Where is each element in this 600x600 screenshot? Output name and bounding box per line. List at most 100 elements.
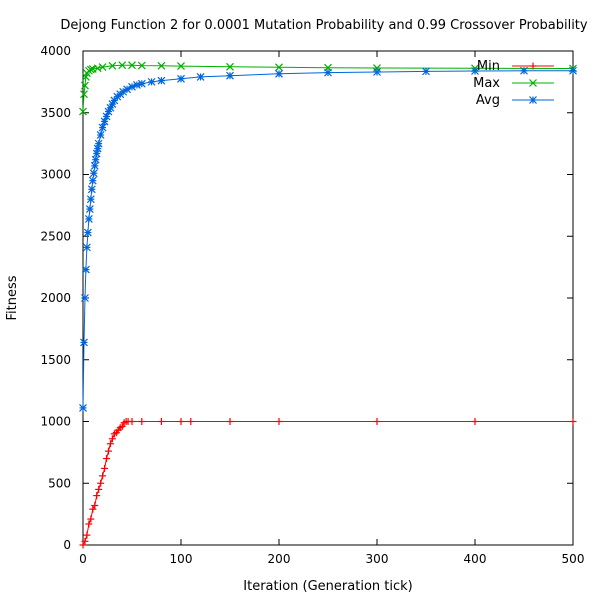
y-tick-label: 1000 — [40, 415, 71, 429]
data-point-avg — [275, 69, 283, 78]
data-point-avg — [196, 73, 205, 81]
data-point-avg — [93, 144, 102, 153]
x-tick-label: 0 — [79, 552, 87, 566]
data-point-max — [157, 61, 166, 70]
data-point-max — [98, 63, 107, 71]
series-line-min — [82, 421, 573, 546]
data-point-avg — [569, 66, 577, 75]
x-tick-label: 300 — [366, 552, 389, 566]
data-point-max — [275, 63, 283, 72]
data-point-min — [89, 505, 97, 513]
data-point-max — [86, 65, 95, 74]
data-point-avg — [137, 79, 146, 88]
y-axis-ticks: 0 500 1000 1500 2000 2500 3000 3500 4000 — [40, 44, 573, 552]
data-point-min — [226, 418, 234, 425]
data-point-min — [569, 418, 577, 425]
data-point-max — [226, 62, 234, 71]
data-point-avg — [92, 149, 101, 158]
legend-marker-min — [529, 62, 537, 70]
data-point-max — [118, 61, 127, 70]
data-point-max — [128, 61, 136, 70]
x-tick-label: 500 — [562, 552, 585, 566]
data-point-min — [187, 418, 195, 425]
data-point-min — [97, 479, 105, 487]
x-axis-ticks: 0 100 200 300 400 500 — [79, 51, 584, 566]
data-point-min — [103, 455, 111, 463]
data-point-avg — [177, 74, 185, 83]
y-tick-label: 3000 — [40, 168, 71, 182]
data-point-avg — [80, 338, 88, 347]
legend-label-avg: Avg — [476, 93, 500, 108]
data-point-max — [81, 81, 89, 90]
data-point-min — [81, 537, 89, 545]
data-point-avg — [226, 71, 234, 80]
data-point-avg — [85, 205, 94, 214]
data-point-min — [95, 485, 103, 493]
y-tick-label: 4000 — [40, 44, 71, 58]
x-tick-label: 100 — [170, 552, 193, 566]
y-tick-label: 500 — [48, 476, 71, 490]
data-point-min — [101, 464, 109, 472]
data-point-avg — [102, 112, 111, 121]
data-point-max — [108, 61, 117, 70]
data-point-avg — [157, 76, 166, 85]
data-point-max — [79, 107, 87, 116]
data-point-min — [99, 472, 107, 480]
data-point-avg — [91, 155, 100, 164]
data-point-min — [138, 418, 146, 425]
data-point-avg — [119, 87, 128, 96]
data-point-avg — [81, 294, 89, 302]
series-line-avg — [82, 70, 573, 408]
data-point-avg — [94, 139, 103, 148]
data-point-min — [128, 418, 136, 425]
data-point-max — [80, 90, 88, 99]
legend-label-max: Max — [473, 76, 500, 91]
data-point-max — [177, 62, 185, 70]
legend-marker-max — [529, 79, 537, 87]
x-tick-label: 200 — [268, 552, 291, 566]
y-tick-label: 2000 — [40, 291, 71, 305]
legend: Min Max Avg — [473, 59, 554, 108]
data-point-max — [93, 64, 102, 73]
data-point-avg — [324, 68, 332, 77]
data-point-min — [177, 418, 185, 425]
data-point-avg — [132, 81, 141, 89]
data-point-min — [118, 422, 126, 430]
data-point-min — [87, 515, 95, 523]
data-point-min — [373, 418, 381, 425]
data-point-min — [471, 418, 479, 425]
data-point-min — [83, 531, 91, 539]
data-point-avg — [89, 169, 98, 178]
legend-marker-avg — [529, 96, 537, 104]
data-point-min — [104, 447, 112, 455]
series-avg — [79, 66, 577, 412]
series-line-max — [82, 64, 574, 112]
y-tick-label: 1500 — [40, 353, 71, 367]
data-point-avg — [520, 66, 528, 75]
data-point-avg — [82, 243, 91, 252]
data-point-avg — [87, 185, 96, 194]
data-point-avg — [98, 123, 107, 132]
data-point-avg — [373, 68, 381, 76]
data-point-avg — [108, 100, 117, 109]
data-point-min — [93, 492, 101, 500]
y-tick-label: 2500 — [40, 229, 71, 243]
data-point-min — [91, 501, 99, 509]
data-point-avg — [96, 131, 105, 139]
data-point-avg — [147, 77, 156, 86]
data-point-avg — [82, 265, 90, 274]
data-point-avg — [84, 215, 93, 223]
data-point-min — [79, 541, 87, 549]
data-point-avg — [422, 67, 430, 76]
y-tick-label: 3500 — [40, 106, 71, 120]
data-point-min — [275, 418, 283, 425]
plot-frame — [82, 50, 574, 546]
legend-label-min: Min — [477, 59, 500, 74]
data-point-min — [85, 520, 93, 528]
data-point-avg — [471, 67, 479, 75]
data-point-avg — [88, 176, 97, 185]
y-axis-label: Fitness — [5, 275, 20, 320]
series-min — [79, 418, 577, 549]
data-point-avg — [90, 161, 99, 170]
